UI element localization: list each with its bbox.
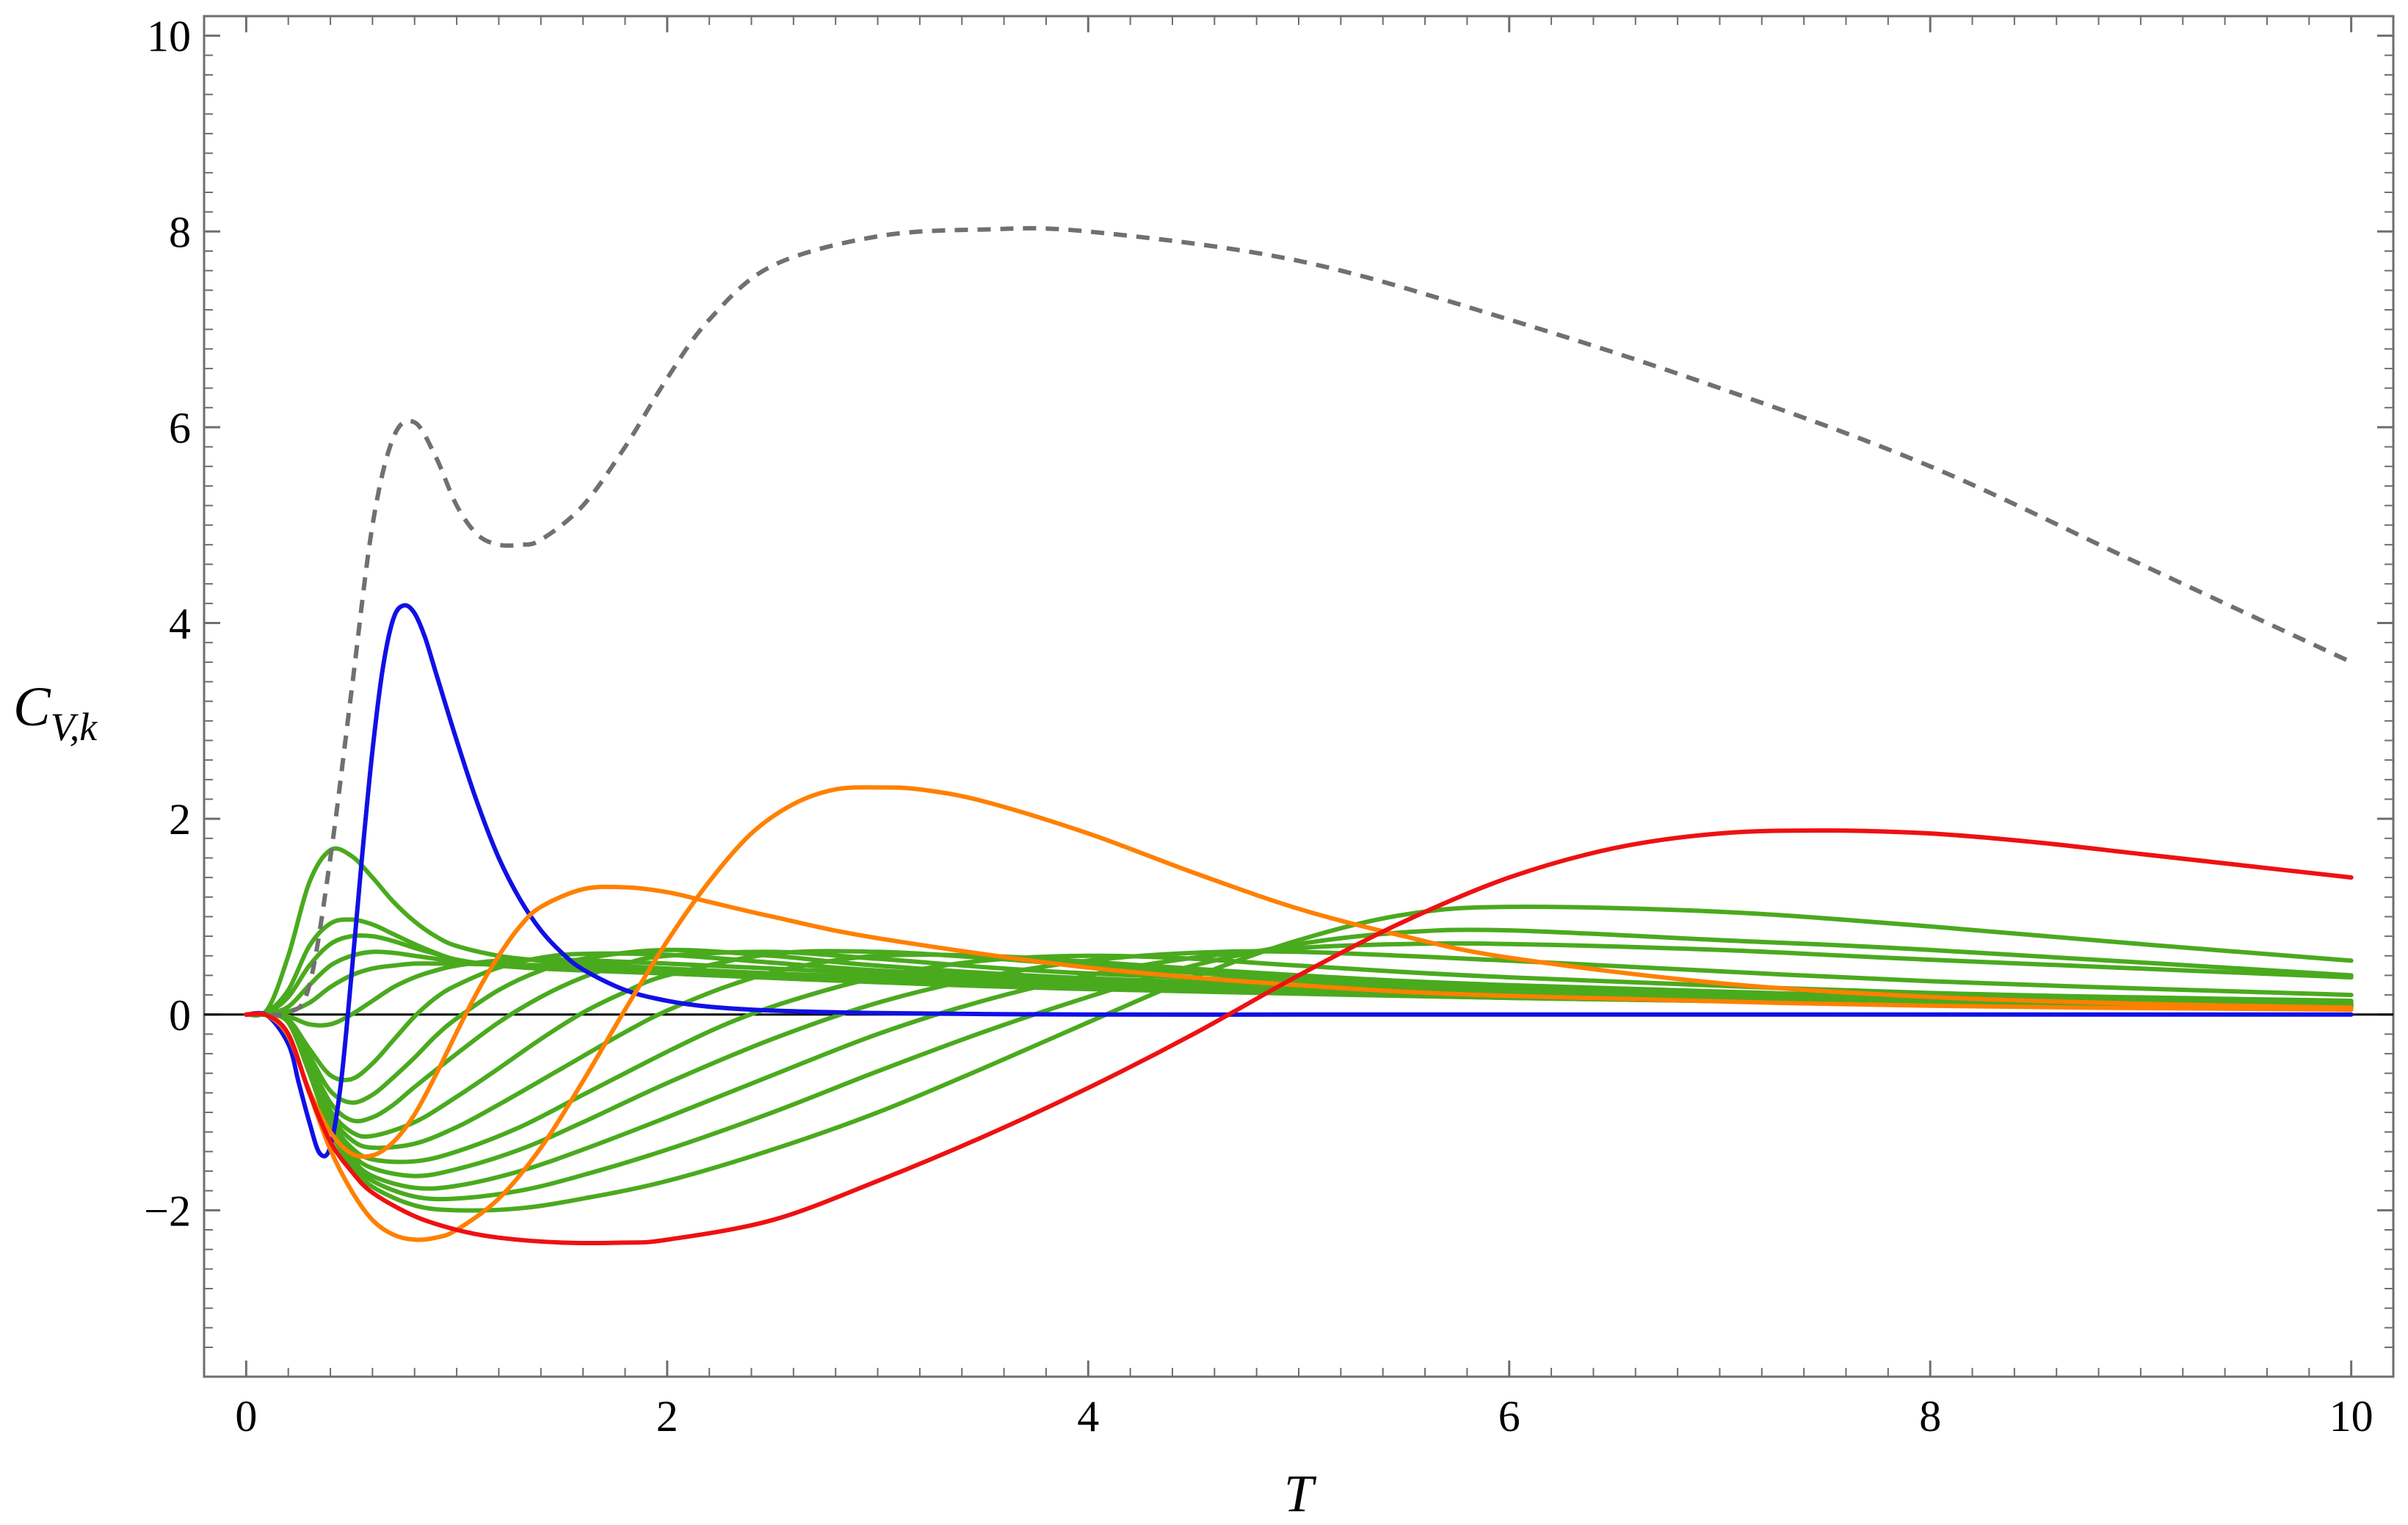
y-axis-label-sub: V,k (51, 705, 98, 749)
x-axis-label: T (1284, 1464, 1317, 1523)
y-axis-label-base: C (13, 676, 51, 738)
series-layer (244, 225, 2354, 1246)
series-line-green (244, 951, 2354, 1083)
series-line-green (244, 949, 2354, 1139)
y-tick-label: 10 (147, 12, 191, 61)
y-tick-label: 2 (169, 795, 191, 844)
axis-tick-labels: 0 2 4 6 8 10 −2 0 2 4 6 8 10 (144, 12, 2373, 1441)
x-tick-label: 2 (656, 1392, 678, 1441)
series-line-total (246, 225, 2352, 1018)
x-tick-label: 8 (1919, 1392, 1941, 1441)
plot-frame (203, 15, 2395, 1378)
series-line-orange (244, 884, 2354, 1159)
y-tick-label: −2 (144, 1187, 191, 1235)
x-tick-label: 4 (1077, 1392, 1099, 1441)
series-line-red (244, 828, 2354, 1246)
series-line-green (244, 904, 2354, 1213)
y-tick-label: 4 (169, 600, 191, 648)
x-tick-label: 10 (2329, 1392, 2373, 1441)
series-line-orange (244, 785, 2354, 1242)
y-tick-label: 0 (169, 991, 191, 1040)
y-tick-label: 8 (169, 208, 191, 256)
x-tick-label: 0 (235, 1392, 257, 1441)
x-tick-label: 6 (1498, 1392, 1520, 1441)
series-line-green (244, 953, 2354, 1164)
axis-ticks (204, 16, 2393, 1377)
y-axis-label: CV,k (13, 676, 98, 749)
y-tick-label: 6 (169, 404, 191, 452)
series-line-green (244, 952, 2354, 1151)
series-line-blue (244, 603, 2354, 1159)
